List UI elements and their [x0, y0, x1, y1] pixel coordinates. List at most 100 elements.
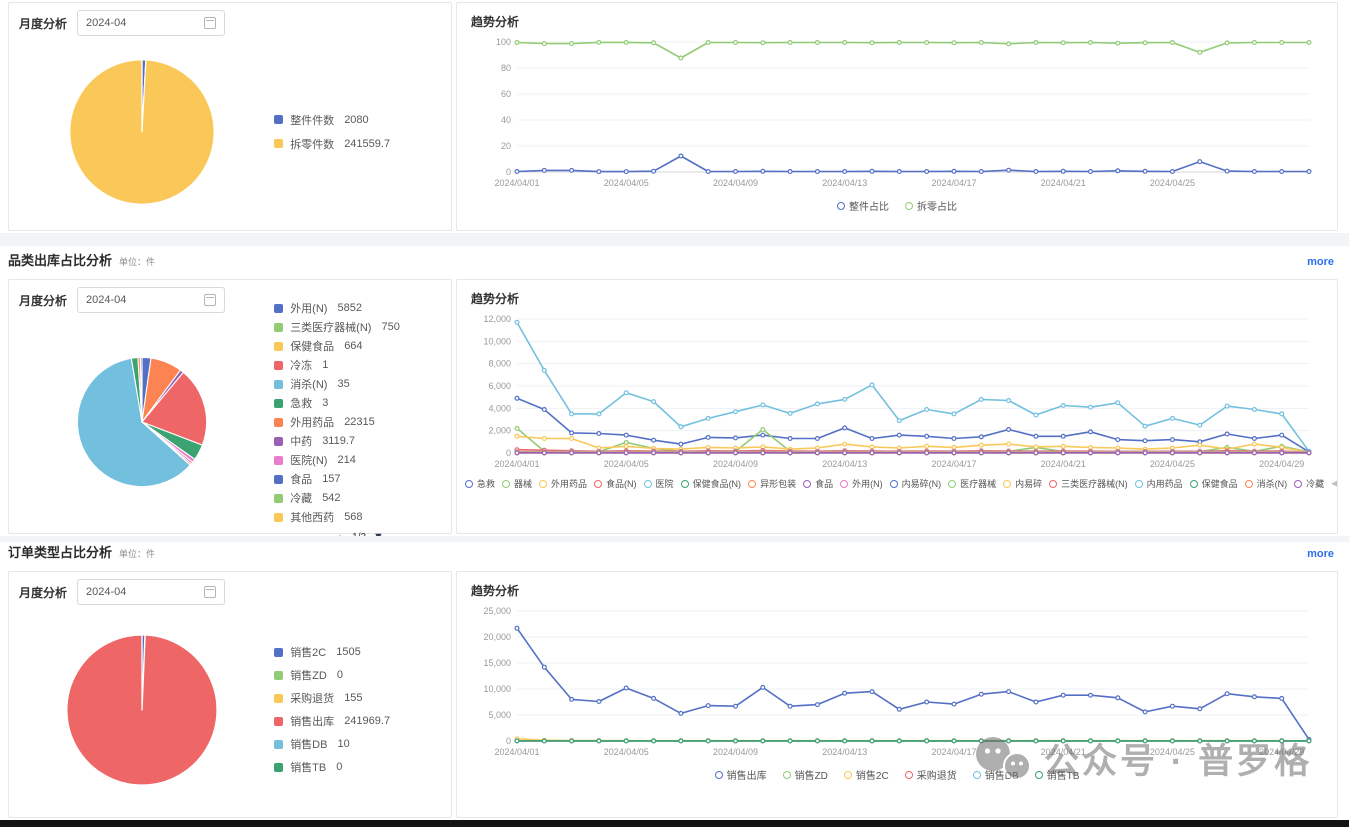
pie-legend-item[interactable]: 保健食品 664	[274, 338, 445, 354]
svg-text:4,000: 4,000	[488, 403, 511, 413]
svg-text:6,000: 6,000	[488, 381, 511, 391]
section-unit: 单位：件	[119, 257, 156, 267]
trend-legend-item[interactable]: 外用药品	[539, 477, 587, 490]
legend-label: 食品	[290, 474, 313, 486]
trend-legend-item[interactable]: 销售2C	[843, 767, 889, 782]
trend-legend-item[interactable]: 销售DB	[972, 767, 1019, 782]
legend-label: 消杀(N)	[1256, 479, 1288, 489]
legend-label: 外用(N)	[290, 303, 328, 315]
trend-legend-item[interactable]: 食品	[803, 477, 833, 490]
trend-legend-item[interactable]: 销售出库	[714, 767, 767, 782]
month-picker-1[interactable]: 2024-04	[77, 10, 226, 36]
trend-legend-item[interactable]: 销售ZD	[782, 767, 828, 782]
svg-text:0: 0	[506, 736, 511, 746]
legend-label: 采购退货	[916, 771, 957, 782]
pie-legend-item[interactable]: 急救 3	[274, 395, 445, 411]
ratio-trend-chart: 0 20 40 60 80 100 2024/04/01 2024/04/05 2024/04/…	[494, 37, 1312, 188]
pie-legend-item[interactable]: 其他西药 568	[274, 509, 445, 525]
trend-legend-item[interactable]: 消杀(N)	[1244, 477, 1288, 490]
trend-legend-item[interactable]: 外用(N)	[840, 477, 883, 490]
trend-legend-item[interactable]: 器械	[502, 477, 532, 490]
section-title: 订单类型占比分析	[8, 545, 113, 560]
svg-text:2024/04/01: 2024/04/01	[494, 178, 539, 188]
pie-legend-item[interactable]: 销售ZD 0	[274, 667, 445, 683]
legend-swatch	[274, 647, 284, 657]
more-link[interactable]: more	[1307, 256, 1334, 268]
svg-text:2024/04/13: 2024/04/13	[822, 747, 867, 757]
pie-legend-item[interactable]: 销售2C 1505	[274, 644, 445, 660]
legend-value: 1	[322, 359, 329, 371]
svg-text:40: 40	[501, 115, 511, 125]
legend-label: 外用药品	[551, 479, 588, 489]
order-trend-chart: 0 5,000 10,000 15,000 20,000 25,000 2024/04/01…	[483, 606, 1312, 757]
legend-label: 食品	[815, 479, 834, 489]
calendar-icon	[204, 586, 217, 598]
trend-legend-item[interactable]: 异形包装	[748, 477, 796, 490]
legend-ring-icon	[1049, 479, 1058, 488]
legend-ring-icon	[1034, 770, 1043, 779]
pie-legend-item[interactable]: 食品 157	[274, 471, 445, 487]
trend-legend-item[interactable]: 拆零占比	[905, 198, 957, 213]
month-picker-2[interactable]: 2024-04	[77, 287, 226, 313]
trend-legend-item[interactable]: 冷藏	[1294, 477, 1324, 490]
trend-legend-item[interactable]: 内易碎	[1003, 477, 1042, 490]
pie-legend-item[interactable]: 整件件数 2080	[274, 112, 445, 128]
pie-legend-item[interactable]: 销售DB 10	[274, 736, 445, 752]
svg-text:2024/04/09: 2024/04/09	[713, 178, 758, 188]
trend-legend-item[interactable]: 整件占比	[837, 198, 889, 213]
page-left-icon[interactable]: ◀	[1331, 478, 1337, 488]
month-picker-3[interactable]: 2024-04	[77, 579, 226, 605]
legend-swatch	[274, 716, 284, 726]
pie-legend-item[interactable]: 冷藏 542	[274, 490, 445, 506]
trend-legend-item[interactable]: 食品(N)	[594, 477, 637, 490]
more-link[interactable]: more	[1307, 548, 1334, 560]
legend-value: 214	[337, 454, 356, 466]
legend-value: 2080	[344, 113, 369, 126]
legend-ring-icon	[1003, 479, 1012, 488]
pie-legend-item[interactable]: 拆零件数 241559.7	[274, 136, 445, 152]
legend-label: 销售DB	[290, 739, 328, 751]
month-filter-label: 月度分析	[19, 585, 68, 600]
legend-ring-icon	[539, 479, 548, 488]
trend-legend-item[interactable]: 采购退货	[904, 767, 957, 782]
trend-legend-item[interactable]: 保健食品(N)	[680, 477, 741, 490]
trend-legend-item[interactable]: 医疗器械	[948, 477, 996, 490]
pie-legend-item[interactable]: 销售TB 0	[274, 759, 445, 775]
pie-legend-item[interactable]: 中药 3119.7	[274, 433, 445, 449]
legend-ring-icon	[1134, 479, 1143, 488]
pie-legend-item[interactable]: 外用药品 22315	[274, 414, 445, 430]
legend-ring-icon	[643, 479, 652, 488]
legend-label: 医院	[655, 479, 674, 489]
pie-legend-item[interactable]: 消杀(N) 35	[274, 376, 445, 392]
trend-legend-3: 销售出库 销售ZD 销售2C 采购退货 销售DB 销售TB	[457, 767, 1337, 782]
legend-label: 销售2C	[855, 771, 889, 782]
trend-legend-item[interactable]: 保健食品	[1189, 477, 1238, 490]
pie-legend-item[interactable]: 冷冻 1	[274, 357, 445, 373]
legend-swatch	[274, 512, 284, 522]
trend-panel-3: 趋势分析 0 5,000 10,000 15,000 20,000 25,000 2024/…	[456, 571, 1338, 818]
legend-ring-icon	[680, 479, 689, 488]
trend-legend-item[interactable]: 内用药品	[1134, 477, 1183, 490]
pie-legend-item[interactable]: 医院(N) 214	[274, 452, 445, 468]
category-pie-chart	[76, 356, 207, 487]
legend-value: 0	[336, 761, 343, 773]
trend-legend-item[interactable]: 内易碎(N)	[889, 477, 941, 490]
pie-legend-item[interactable]: 外用(N) 5852	[274, 300, 445, 316]
svg-text:60: 60	[501, 89, 511, 99]
legend-value: 1505	[336, 646, 361, 658]
trend-legend-item[interactable]: 急救	[465, 477, 495, 490]
trend-legend-item[interactable]: 销售TB	[1034, 767, 1079, 782]
pie-legend-item[interactable]: 采购退货 155	[274, 690, 445, 706]
pie-legend-item[interactable]: 三类医疗器械(N) 750	[274, 319, 445, 335]
svg-text:2,000: 2,000	[488, 426, 511, 436]
monthly-pie-panel-1: 月度分析 2024-04 整件件数 2080 拆零件数 241559.7	[8, 2, 452, 231]
trend-legend-item[interactable]: 三类医疗器械(N)	[1049, 477, 1128, 490]
svg-text:0: 0	[506, 448, 511, 458]
calendar-icon	[204, 17, 217, 29]
legend-label: 拆零件数	[290, 138, 335, 151]
svg-text:0: 0	[506, 167, 511, 177]
pie-legend-1: 整件件数 2080 拆零件数 241559.7	[274, 36, 451, 227]
pie-legend-item[interactable]: 销售出库 241969.7	[274, 713, 445, 729]
trend-legend-item[interactable]: 医院	[643, 477, 674, 490]
